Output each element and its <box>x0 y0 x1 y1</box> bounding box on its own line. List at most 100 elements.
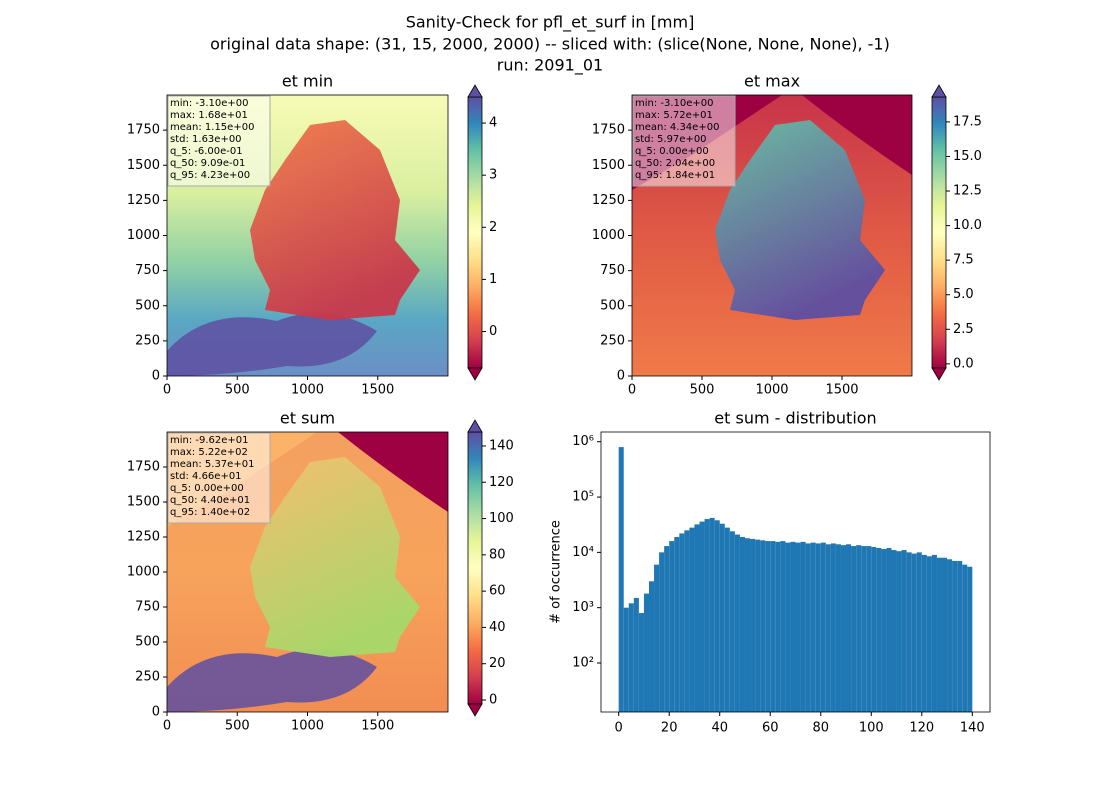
histogram-bar <box>643 593 649 712</box>
stats-text: q_50: 9.09e-01 <box>170 158 245 169</box>
y-tick-label: 750 <box>135 600 160 615</box>
colorbar-tick-label: 120 <box>489 475 514 490</box>
y-tick-label: 0 <box>617 369 625 384</box>
histogram-bar <box>952 560 958 712</box>
histogram-bar <box>659 552 665 712</box>
x-tick-label: 80 <box>812 721 829 736</box>
histogram-bar <box>699 521 705 712</box>
map-image <box>167 432 448 712</box>
stats-box <box>167 432 271 524</box>
histogram-bar <box>694 524 700 712</box>
map-region <box>250 457 420 657</box>
axes-title: et sum <box>280 409 335 428</box>
x-tick-label: 20 <box>661 721 678 736</box>
x-tick-label: 60 <box>762 721 779 736</box>
histogram-bar <box>851 546 857 712</box>
histogram-bar <box>815 543 821 712</box>
histogram-bar <box>886 547 892 712</box>
histogram-bar <box>830 543 836 712</box>
histogram-bar <box>775 541 781 712</box>
histogram-bar <box>942 557 948 712</box>
stats-text: std: 1.63e+00 <box>170 134 242 145</box>
axes-title: et min <box>282 72 333 91</box>
histogram-bar <box>810 542 816 712</box>
histogram-bar <box>967 566 973 712</box>
map-image <box>167 95 448 376</box>
x-tick-label: 1000 <box>755 383 788 398</box>
x-tick-label: 0 <box>163 383 171 398</box>
y-tick-label: 10⁴ <box>572 545 594 560</box>
histogram-bar <box>825 544 831 712</box>
y-tick-label: 1500 <box>127 158 160 173</box>
map-region <box>338 432 448 512</box>
y-tick-label: 1750 <box>127 123 160 138</box>
histogram-bar <box>957 560 963 712</box>
histogram-bar <box>901 550 907 712</box>
histogram-bar <box>704 519 710 712</box>
histogram-bar <box>709 517 715 712</box>
histogram-bar <box>931 554 937 712</box>
y-tick-label: 10⁵ <box>572 490 594 505</box>
map-region <box>250 120 420 320</box>
axes-frame <box>600 431 991 713</box>
x-tick-label: 1500 <box>825 383 858 398</box>
stats-text: mean: 5.37e+01 <box>170 459 254 470</box>
histogram-bar <box>714 520 720 712</box>
stats-text: q_5: 0.00e+00 <box>170 483 244 494</box>
histogram-bar <box>926 556 932 712</box>
x-tick-label: 140 <box>960 721 985 736</box>
histogram-bar <box>628 603 634 712</box>
stats-text: std: 5.97e+00 <box>635 134 707 145</box>
map-region <box>715 120 885 320</box>
histogram-bar <box>638 613 644 712</box>
histogram-bar <box>744 538 751 712</box>
colorbar-extend <box>467 419 483 433</box>
stats-text: mean: 1.15e+00 <box>170 122 254 133</box>
histogram-bar <box>795 542 801 712</box>
x-tick-label: 0 <box>628 383 636 398</box>
y-tick-label: 250 <box>135 333 160 348</box>
y-tick-label: 1000 <box>127 565 160 580</box>
x-tick-label: 40 <box>711 721 728 736</box>
y-tick-label: 250 <box>135 670 160 685</box>
stats-text: mean: 4.34e+00 <box>635 122 719 133</box>
x-tick-label: 1500 <box>361 383 394 398</box>
histogram-bar <box>866 546 872 712</box>
y-tick-label: 750 <box>135 263 160 278</box>
suptitle: original data shape: (31, 15, 2000, 2000… <box>210 35 890 54</box>
colorbar-tick-label: 140 <box>489 438 514 453</box>
y-tick-label: 750 <box>600 263 625 278</box>
stats-text: q_95: 1.84e+01 <box>635 170 715 181</box>
x-tick-label: 1500 <box>361 719 394 734</box>
histogram-bar <box>664 546 670 712</box>
histogram-bar <box>648 581 655 712</box>
colorbar-tick-label: 4 <box>489 116 497 131</box>
map-region <box>167 313 377 376</box>
x-tick-label: 500 <box>690 383 715 398</box>
y-tick-label: 1500 <box>127 495 160 510</box>
colorbar-extend <box>931 367 947 381</box>
axes-title: et sum - distribution <box>714 409 876 428</box>
map-region <box>802 95 912 175</box>
y-tick-label: 1250 <box>127 530 160 545</box>
y-tick-label: 0 <box>152 369 160 384</box>
y-tick-label: 1250 <box>592 193 625 208</box>
histogram-bar <box>840 545 847 712</box>
y-axis-label: # of occurrence <box>549 520 564 624</box>
colorbar-tick-label: 2.5 <box>953 322 974 337</box>
colorbar-extend <box>467 367 483 381</box>
histogram-bar <box>906 552 912 712</box>
x-tick-label: 120 <box>909 721 934 736</box>
y-tick-label: 1750 <box>592 123 625 138</box>
histogram-bar <box>755 539 761 712</box>
histogram-bar <box>674 536 680 712</box>
colorbar-tick-label: 60 <box>489 584 506 599</box>
stats-box <box>632 95 736 187</box>
y-tick-label: 250 <box>600 333 625 348</box>
stats-text: max: 5.72e+01 <box>635 110 713 121</box>
histogram-bar <box>654 564 660 712</box>
histogram-bar <box>785 542 791 712</box>
histogram-bar <box>724 527 730 712</box>
histogram-bar <box>623 607 629 712</box>
colorbar-extend <box>931 84 947 98</box>
